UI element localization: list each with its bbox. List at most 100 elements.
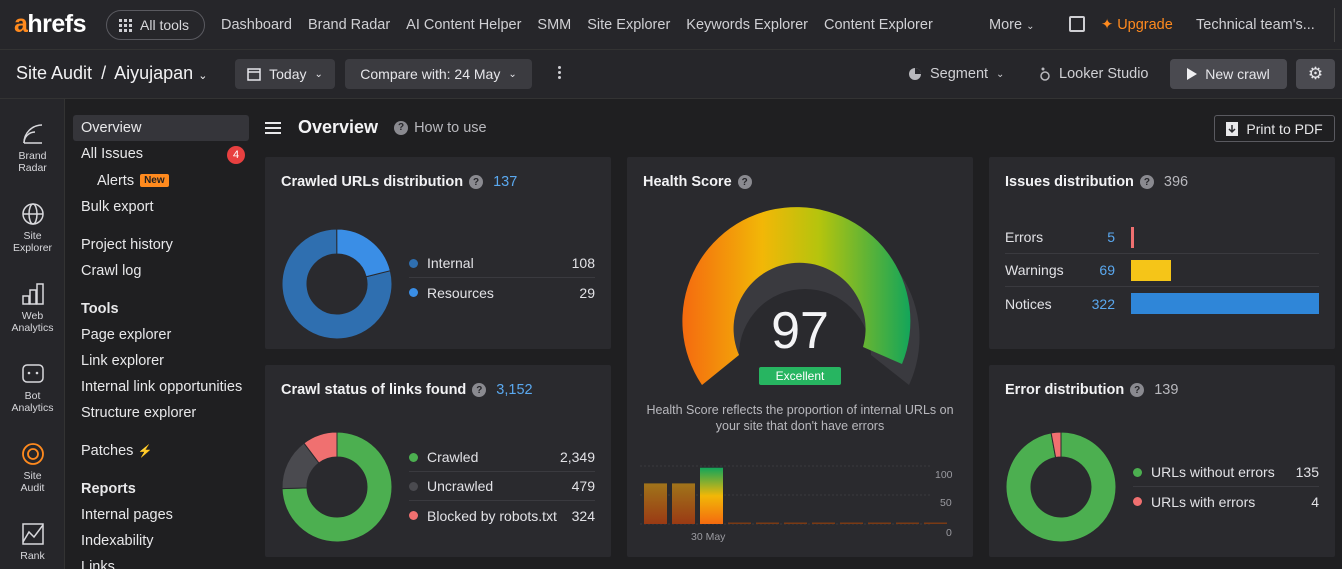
help-icon[interactable]: ? [472,383,487,397]
total-count: 139 [1154,382,1179,398]
health-history-bar[interactable] [896,522,919,525]
rail-bot-analytics[interactable]: Bot Analytics [0,362,65,414]
more-menu[interactable]: More ⌄ [989,17,1035,33]
chevron-down-icon: ⌄ [1026,21,1035,32]
error-distribution-donut[interactable] [1005,431,1117,543]
menu-internal-pages[interactable]: Internal pages [81,507,173,523]
rail-site-audit[interactable]: Site Audit [0,442,65,494]
help-icon[interactable]: ? [737,175,752,189]
rail-web-analytics[interactable]: Web Analytics [0,282,65,334]
date-button[interactable]: Today ⌄ [235,59,335,89]
card-title: Crawled URLs distribution? 137 [281,174,518,190]
nav-link-ai-content-helper[interactable]: AI Content Helper [406,17,522,33]
health-history-chart[interactable] [640,460,960,530]
looker-studio-button[interactable]: Looker Studio [1039,66,1148,82]
health-history-bar[interactable] [728,522,751,525]
legend-item-crawled[interactable]: Crawled 2,349 [409,443,595,472]
settings-button[interactable]: ⚙ [1296,59,1335,89]
nav-link-smm[interactable]: SMM [537,17,572,33]
monitor-icon[interactable] [1069,16,1085,32]
hamburger-icon[interactable] [265,121,281,134]
segment-button[interactable]: Segment ⌄ [908,66,1004,82]
slice-resources[interactable] [336,228,391,278]
sparkle-icon: ✦ [1101,17,1114,33]
ahrefs-logo[interactable]: ahrefs [14,10,87,38]
health-history-bar[interactable] [700,467,723,524]
menu-crawl-log[interactable]: Crawl log [81,263,142,279]
health-history-bar[interactable] [644,483,667,524]
rail-rank-tracker[interactable]: Rank [0,522,65,562]
menu-structure-explorer[interactable]: Structure explorer [81,405,197,421]
all-tools-button[interactable]: All tools [106,10,205,40]
health-history-bar[interactable] [812,522,835,525]
menu-links[interactable]: Links [81,559,115,569]
legend-item-internal[interactable]: Internal 108 [409,249,595,278]
help-icon[interactable]: ? [1139,175,1154,189]
issues-row-warnings[interactable]: Warnings 69 [1005,254,1319,287]
legend-item-without-errors[interactable]: URLs without errors 135 [1133,458,1319,487]
health-history-bar[interactable] [784,522,807,525]
breadcrumb-tool[interactable]: Site Audit [16,63,93,83]
nav-link-site-explorer[interactable]: Site Explorer [587,17,671,33]
slice-crawled[interactable] [281,431,393,543]
total-count[interactable]: 3,152 [496,382,533,398]
menu-link-explorer[interactable]: Link explorer [81,353,165,369]
slice-blocked[interactable] [303,431,338,464]
health-history-bar[interactable] [924,522,947,525]
health-history-bar[interactable] [868,522,891,525]
menu-patches[interactable]: Patches ⚡ [81,443,153,459]
menu-bulk-export[interactable]: Bulk export [81,199,154,215]
print-to-pdf-button[interactable]: Print to PDF [1214,115,1335,142]
issues-row-errors[interactable]: Errors 5 [1005,221,1319,254]
divider [1334,8,1335,42]
slice-with-errors[interactable] [1050,431,1062,459]
crawled-urls-donut[interactable] [281,228,393,340]
crawl-status-donut[interactable] [281,431,393,543]
menu-project-history[interactable]: Project history [81,237,173,253]
calendar-icon [247,68,261,81]
slice-without-errors[interactable] [1005,431,1117,543]
breadcrumb-project[interactable]: Aiyujapan [114,63,194,83]
health-score-value: 97 [771,302,829,360]
x-tick-date: 30 May [691,531,726,543]
issues-row-notices[interactable]: Notices 322 [1005,287,1319,320]
chevron-down-icon[interactable]: ⌄ [198,70,208,82]
menu-overview[interactable]: Overview [81,120,142,136]
compare-button[interactable]: Compare with: 24 May ⌄ [345,59,532,89]
team-menu[interactable]: Technical team's... [1196,17,1315,33]
new-crawl-button[interactable]: New crawl [1170,59,1287,89]
legend-item-resources[interactable]: Resources 29 [409,278,595,307]
health-score-gauge[interactable] [627,157,973,407]
help-icon[interactable]: ? [394,120,409,135]
nav-link-dashboard[interactable]: Dashboard [221,17,292,33]
legend-item-with-errors[interactable]: URLs with errors 4 [1133,487,1319,516]
menu-active-highlight [73,115,249,141]
upgrade-link[interactable]: ✦ Upgrade [1101,17,1173,33]
health-history-bar[interactable] [672,483,695,524]
more-options-icon[interactable] [558,66,561,79]
nav-link-content-explorer[interactable]: Content Explorer [823,17,933,33]
help-icon[interactable]: ? [1130,383,1145,397]
rail-brand-radar[interactable]: Brand Radar [0,122,65,174]
legend-dot [409,288,418,297]
legend-dot [409,511,418,520]
nav-link-brand-radar[interactable]: Brand Radar [307,17,391,33]
rail-site-explorer[interactable]: Site Explorer [0,202,65,254]
total-count[interactable]: 137 [493,174,518,190]
menu-all-issues[interactable]: All Issues [81,146,144,162]
legend-item-uncrawled[interactable]: Uncrawled 479 [409,472,595,501]
nav-link-keywords-explorer[interactable]: Keywords Explorer [686,17,808,33]
menu-alerts[interactable]: Alerts New [97,173,169,189]
health-history-bar[interactable] [840,522,863,525]
how-to-use-link[interactable]: How to use [414,119,487,136]
legend-item-blocked[interactable]: Blocked by robots.txt 324 [409,501,595,530]
menu-page-explorer[interactable]: Page explorer [81,327,172,343]
health-history-bar[interactable] [756,522,779,525]
menu-indexability[interactable]: Indexability [81,533,154,549]
help-icon[interactable]: ? [469,175,484,189]
y-tick-50: 50 [940,497,952,509]
menu-internal-link-opportunities[interactable]: Internal link opportunities [81,379,243,395]
y-tick-100: 100 [935,469,953,481]
slice-internal[interactable] [281,228,393,340]
issues-distribution-card: Issues distribution? 396 Errors 5 Warning… [989,157,1335,349]
